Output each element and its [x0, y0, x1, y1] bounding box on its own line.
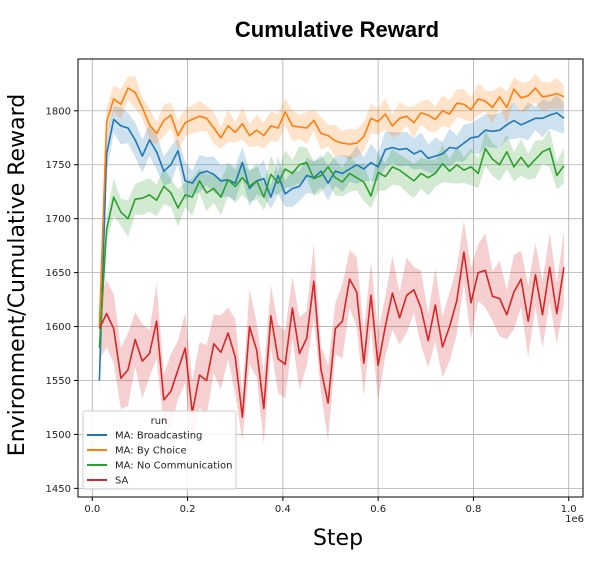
- legend-entry-label: SA: [115, 476, 129, 487]
- y-tick-label: 1650: [46, 268, 71, 279]
- line-ma-by-choice: [98, 87, 565, 327]
- plot-frame: [77, 58, 584, 498]
- legend-box: [82, 410, 237, 490]
- x-tick-label: 0.4: [275, 504, 291, 515]
- legend-items: MA: Broadcasting MA: By Choice MA: No Comm…: [87, 431, 232, 487]
- confidence-bands: [99, 73, 564, 446]
- y-tick-label: 1800: [46, 106, 71, 117]
- band-ma-broadcasting: [99, 94, 564, 392]
- y-tick-label: 1500: [46, 430, 71, 441]
- line-ma-broadcasting: [98, 112, 565, 381]
- x-tick-label: 0.8: [465, 504, 481, 515]
- x-tick-label: 0.6: [370, 504, 386, 515]
- line-sa: [98, 251, 565, 418]
- x-tick-label: 0.2: [180, 504, 196, 515]
- x-tick-label: 1.0: [561, 504, 577, 515]
- y-ticks: 1450 1500 1550 1600 1650 1700 1750 1800: [46, 106, 78, 495]
- legend: run MA: Broadcasting MA: By Choice MA: No …: [82, 410, 237, 490]
- y-tick-label: 1550: [46, 376, 71, 387]
- x-axis-offset-label: 1e6: [565, 514, 584, 525]
- x-ticks: 0.0 0.2 0.4 0.6 0.8 1.0: [84, 497, 577, 515]
- band-ma-by-choice: [99, 73, 564, 342]
- y-tick-label: 1750: [46, 160, 71, 171]
- y-axis-label: Environment/Cumulative Reward: [5, 94, 30, 456]
- legend-entry-label: MA: By Choice: [115, 446, 187, 457]
- chart-title: Cumulative Reward: [235, 17, 439, 42]
- legend-entry-label: MA: No Communication: [115, 461, 232, 472]
- band-ma-no-communication: [99, 129, 564, 367]
- legend-entry-label: MA: Broadcasting: [115, 431, 202, 442]
- x-axis-label: Step: [313, 526, 363, 551]
- y-tick-label: 1600: [46, 322, 71, 333]
- y-tick-label: 1450: [46, 484, 71, 495]
- legend-title: run: [151, 416, 168, 427]
- x-tick-label: 0.0: [84, 504, 100, 515]
- line-ma-no-communication: [98, 147, 565, 349]
- band-sa: [99, 220, 564, 446]
- series-lines: [98, 87, 565, 418]
- y-tick-label: 1700: [46, 214, 71, 225]
